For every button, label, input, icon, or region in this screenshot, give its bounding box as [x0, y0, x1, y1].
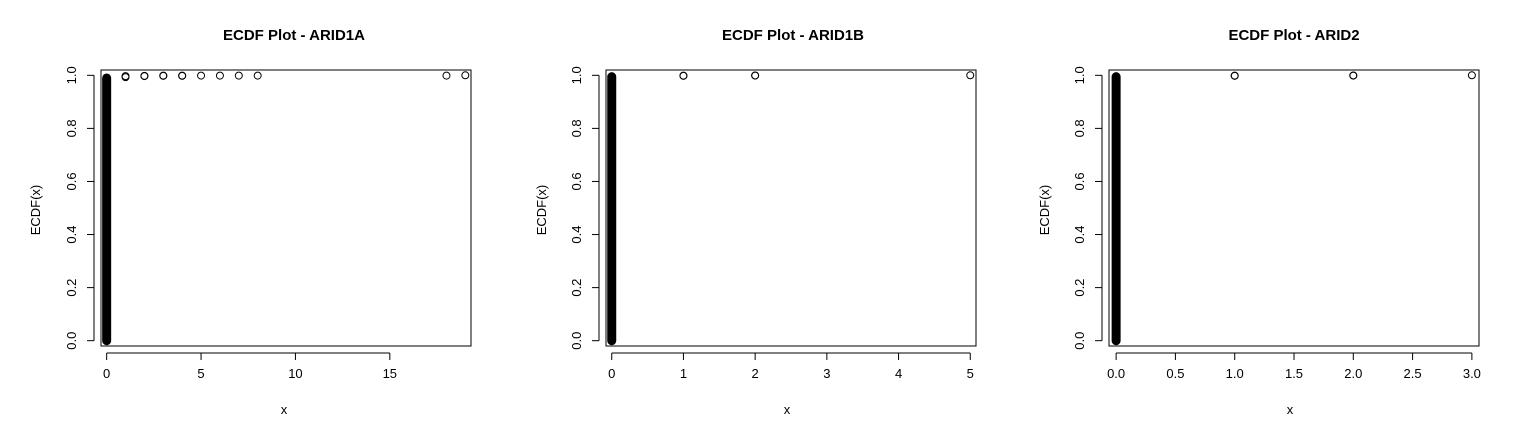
ecdf-chart-arid1a: ECDF Plot - ARID1A x ECDF(x) 0.00.20.40.… — [28, 27, 472, 417]
y-tick-label: 0.6 — [64, 172, 79, 190]
y-axis: 0.0 0.2 0.4 0.6 0.8 1.0 — [64, 66, 95, 350]
y-tick-label: 0.8 — [569, 119, 584, 137]
x-axis-label: x — [281, 402, 288, 417]
dense-point-band — [102, 73, 112, 346]
data-point — [234, 71, 243, 80]
y-tick-label: 1.0 — [1072, 66, 1087, 84]
chart-title: ECDF Plot - ARID1A — [223, 27, 365, 44]
data-point — [197, 71, 206, 80]
x-tick-label: 0 — [103, 366, 110, 381]
data-point — [679, 71, 688, 80]
x-tick-label: 2 — [752, 366, 759, 381]
data-point — [159, 71, 168, 80]
y-tick-label: 0.0 — [64, 332, 79, 350]
x-tick-label: 5 — [197, 366, 204, 381]
y-tick-label: 0.2 — [64, 279, 79, 297]
y-tick-label: 0.2 — [569, 279, 584, 297]
y-tick-label: 1.0 — [569, 66, 584, 84]
x-axis: 0 5 10 15 — [103, 352, 397, 381]
y-axis: 0.0 0.2 0.4 0.6 0.8 1.0 — [569, 66, 600, 350]
data-point — [215, 71, 224, 80]
y-tick-label: 0.2 — [1072, 279, 1087, 297]
y-tick-label: 0.0 — [569, 332, 584, 350]
x-tick-label: 1.5 — [1285, 366, 1303, 381]
data-points — [102, 71, 470, 346]
y-tick-label: 0.8 — [1072, 119, 1087, 137]
y-tick-label: 0.8 — [64, 119, 79, 137]
x-tick-label: 0.0 — [1107, 366, 1125, 381]
data-point — [1467, 71, 1476, 80]
data-point — [1349, 71, 1358, 80]
plot-frame — [605, 69, 977, 347]
x-tick-label: 10 — [288, 366, 302, 381]
x-tick-label: 15 — [383, 366, 397, 381]
data-point — [253, 71, 262, 80]
chart-panel-arid1a: ECDF Plot - ARID1A x ECDF(x) 0.0 0.2 0.4 0.… — [0, 0, 512, 434]
x-tick-label: 0 — [608, 366, 615, 381]
data-point — [178, 71, 187, 80]
y-tick-label: 1.0 — [64, 66, 79, 84]
x-axis: 0.0 0.5 1.0 1.5 2.0 2.5 3.0 — [1107, 352, 1481, 381]
y-tick-label: 0.6 — [569, 172, 584, 190]
ecdf-chart-arid2: ECDF Plot - ARID2 x ECDF(x) 0.0 0.2 0.4 0.6… — [1037, 27, 1481, 417]
x-axis-label: x — [784, 402, 791, 417]
x-tick-label: 5 — [967, 366, 974, 381]
x-axis-label: x — [1287, 402, 1294, 417]
chart-panel-arid1b: ECDF Plot - ARID1B x ECDF(x) 0.0 0.2 0.4 0.… — [505, 0, 1017, 434]
data-point — [966, 71, 975, 80]
plot-frame — [100, 69, 472, 347]
chart-title: ECDF Plot - ARID1B — [722, 27, 864, 44]
x-tick-label: 1 — [680, 366, 687, 381]
y-tick-label: 0.4 — [569, 225, 584, 243]
data-point — [140, 71, 149, 80]
x-tick-label: 3 — [823, 366, 830, 381]
data-points — [1111, 71, 1476, 346]
chart-title: ECDF Plot - ARID2 — [1228, 27, 1359, 44]
y-tick-label: 0.6 — [1072, 172, 1087, 190]
y-tick-label: 0.0 — [1072, 332, 1087, 350]
x-tick-label: 4 — [895, 366, 902, 381]
data-point — [1230, 71, 1239, 80]
x-tick-label: 2.5 — [1404, 366, 1422, 381]
x-tick-label: 2.0 — [1344, 366, 1362, 381]
y-axis-label: ECDF(x) — [534, 185, 549, 236]
data-point — [751, 71, 760, 80]
chart-panel-arid2: ECDF Plot - ARID2 x ECDF(x) 0.0 0.2 0.4 0.6… — [1008, 0, 1520, 434]
y-tick-label: 0.4 — [64, 225, 79, 243]
dense-point-band — [1111, 72, 1121, 346]
ecdf-chart-arid1b: ECDF Plot - ARID1B x ECDF(x) 0.00.20.40.… — [534, 27, 977, 417]
y-tick-label: 0.4 — [1072, 225, 1087, 243]
x-tick-label: 0.5 — [1166, 366, 1184, 381]
x-axis: 0 1 2 3 4 5 — [608, 352, 974, 381]
data-point — [442, 71, 451, 80]
data-points — [607, 71, 975, 346]
y-axis-label: ECDF(x) — [28, 185, 43, 236]
data-point — [461, 71, 470, 80]
x-tick-label: 3.0 — [1463, 366, 1481, 381]
plot-frame — [1108, 69, 1480, 347]
dense-point-band — [607, 72, 617, 346]
y-axis-label: ECDF(x) — [1037, 185, 1052, 236]
x-tick-label: 1.0 — [1226, 366, 1244, 381]
data-point — [121, 72, 130, 81]
y-axis: 0.0 0.2 0.4 0.6 0.8 1.0 — [1072, 66, 1103, 350]
